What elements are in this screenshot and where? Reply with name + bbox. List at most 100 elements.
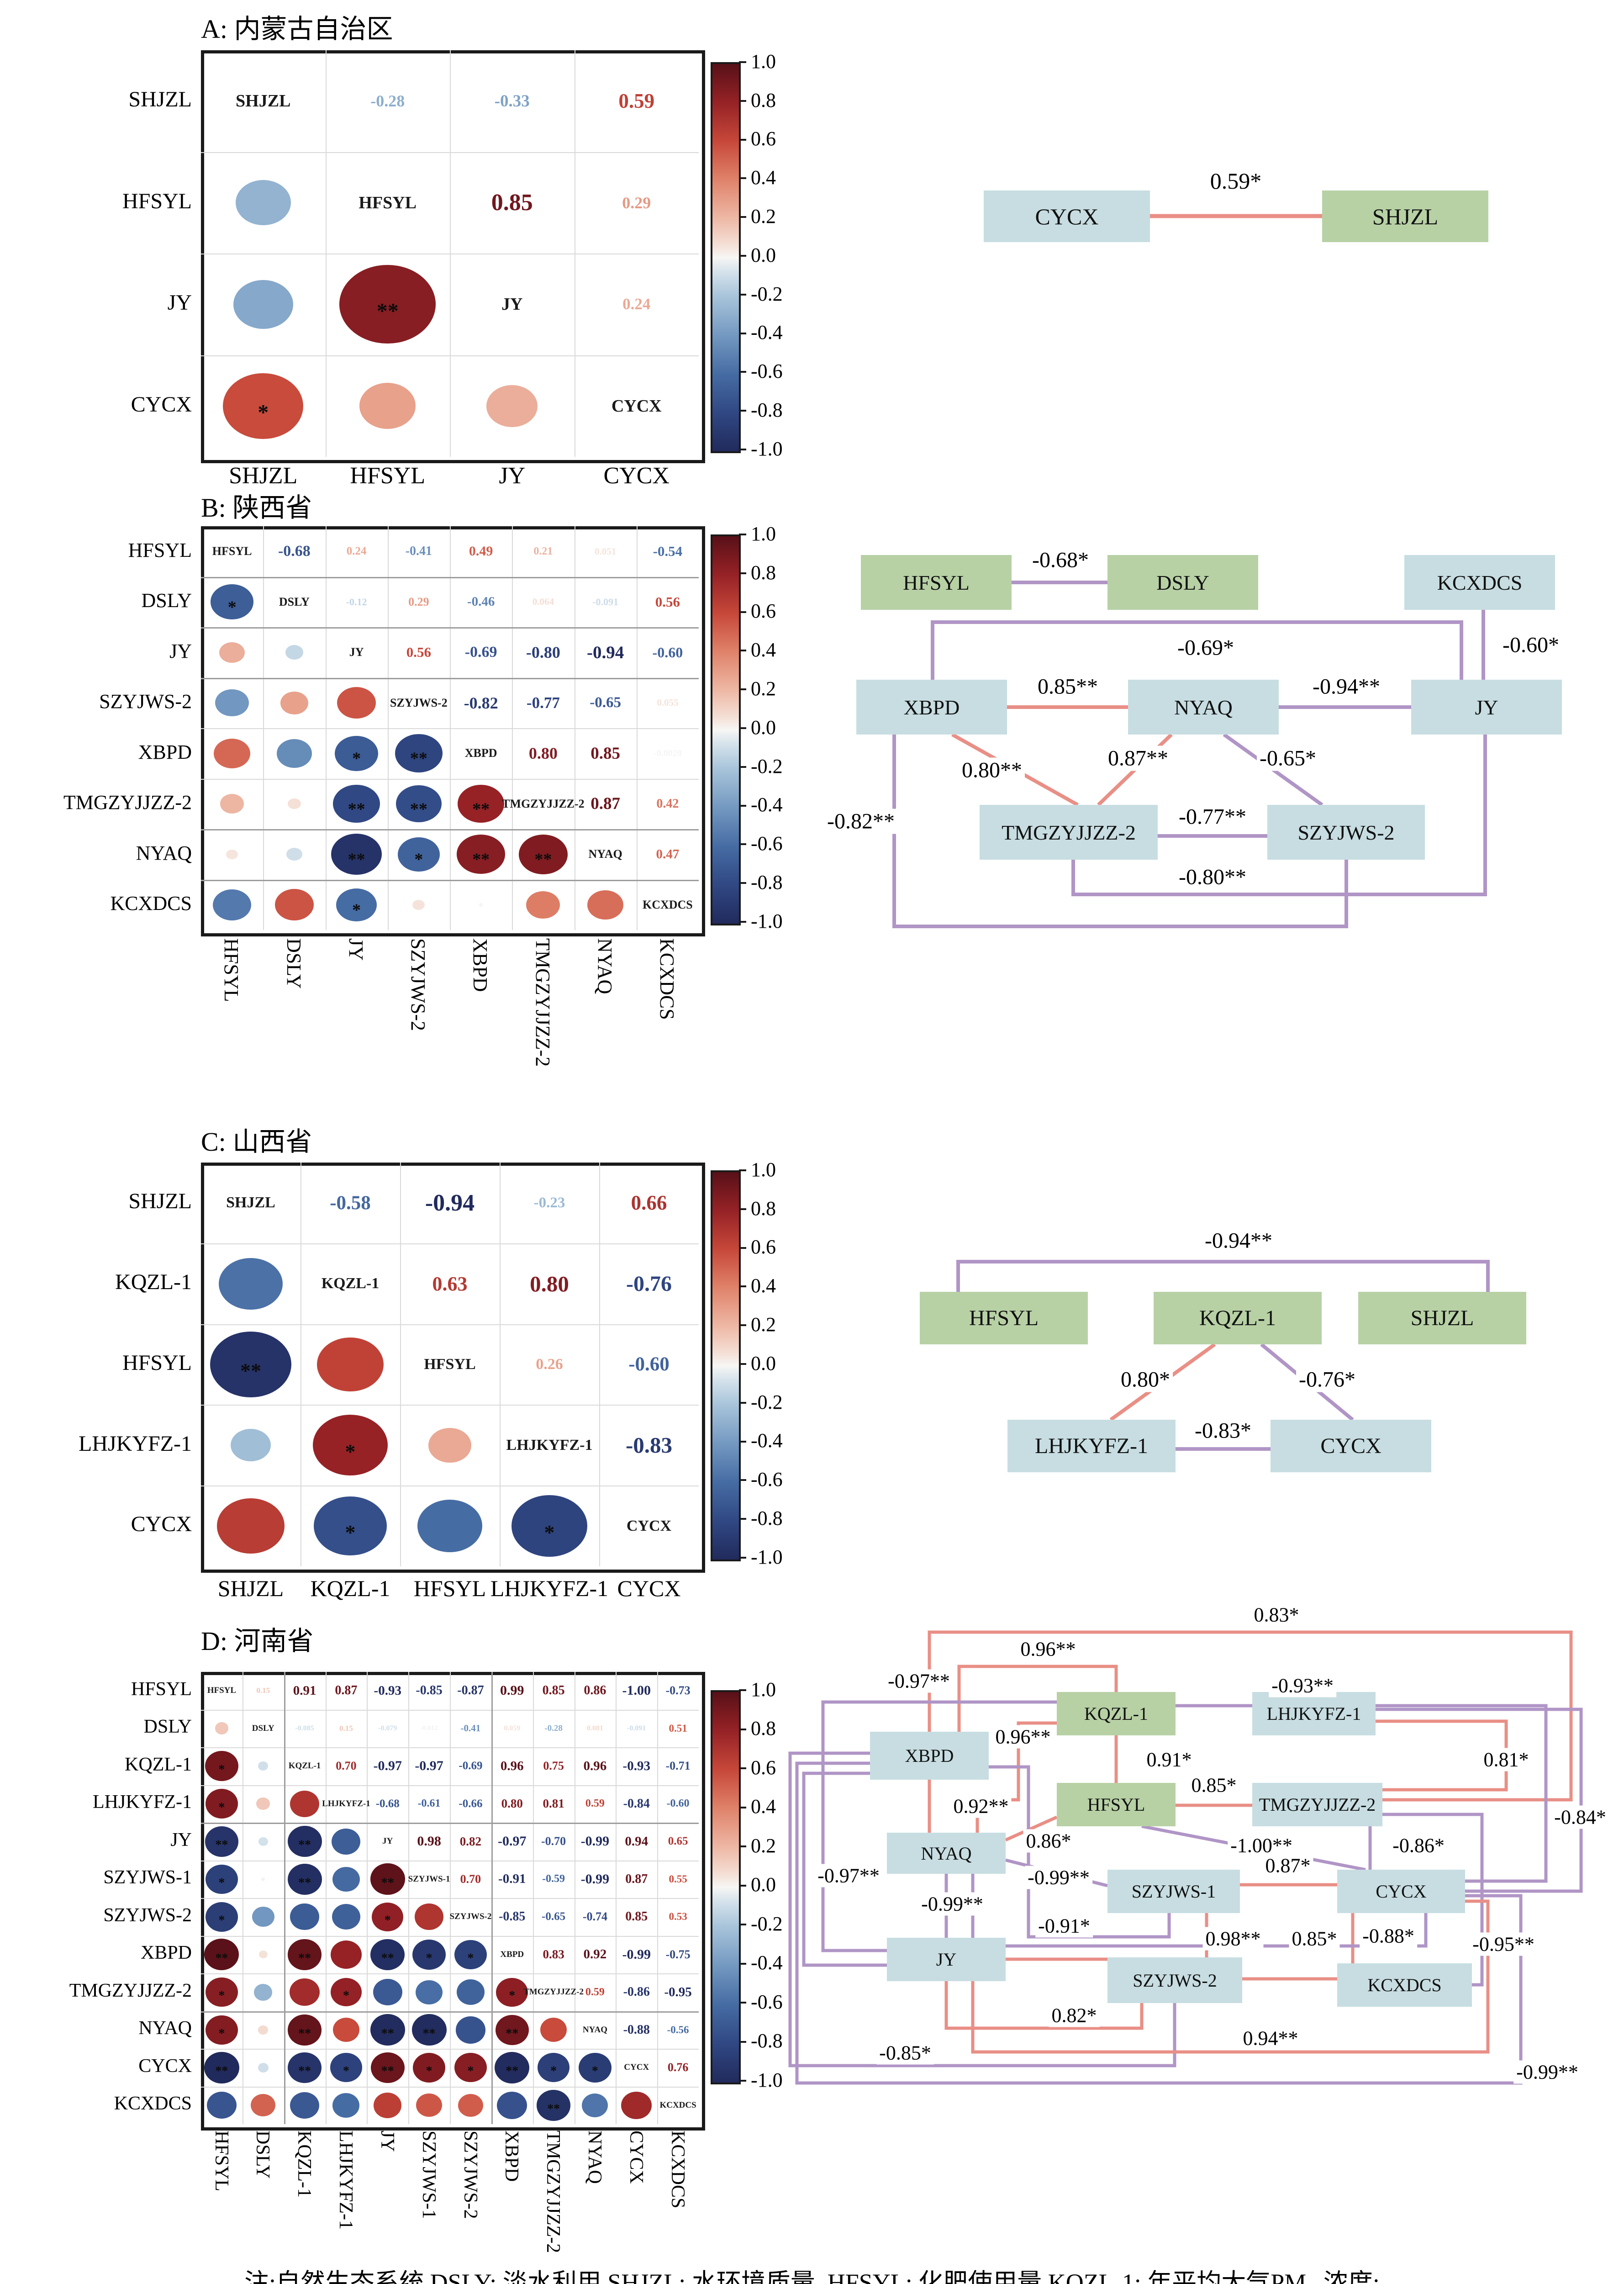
axis-label-row: SZYJWS-2 <box>103 1904 192 1926</box>
colorbar <box>711 1170 741 1561</box>
matrix-value-cell: -0.83 <box>625 1433 673 1458</box>
colorbar-tick-label: 0.8 <box>751 89 776 111</box>
matrix-circle <box>397 837 440 872</box>
significance-star-text: ** <box>298 1876 311 1890</box>
significance-star: ** <box>367 2049 408 2087</box>
axis-label-row: KQZL-1 <box>125 1754 192 1775</box>
edge-label: -0.60* <box>1500 632 1562 658</box>
significance-star-text: * <box>345 1440 356 1464</box>
matrix-value-cell: -0.66 <box>459 1797 483 1810</box>
colorbar-tick <box>739 1363 746 1365</box>
significance-star: ** <box>367 1936 408 1974</box>
axis-label-row: TMGZYJJZZ-2 <box>63 791 192 814</box>
matrix-diagonal-cell: SHJZL <box>236 91 291 111</box>
significance-star: * <box>450 1936 491 1974</box>
matrix-circle <box>511 1495 588 1557</box>
matrix-value-cell: -0.46 <box>467 594 495 609</box>
significance-star-text: * <box>258 400 269 425</box>
matrix-diagonal-cell: LHJKYFZ-1 <box>506 1436 593 1454</box>
axis-label-column: JY <box>376 2131 398 2152</box>
colorbar-tick <box>739 688 746 691</box>
matrix-value-cell: -0.54 <box>653 543 683 560</box>
matrix-value-cell: -0.68 <box>278 543 311 560</box>
significance-star-text: * <box>467 1951 474 1966</box>
colorbar-tick <box>739 371 746 373</box>
colorbar-tick <box>739 410 746 412</box>
matrix-value-cell: 0.66 <box>631 1191 667 1215</box>
matrix-circle <box>411 2014 447 2046</box>
axis-label-row: LHJKYFZ-1 <box>79 1431 192 1456</box>
matrix-circle <box>256 1798 270 1810</box>
matrix-circle <box>314 1496 387 1556</box>
significance-star: * <box>201 1785 243 1823</box>
colorbar-tick <box>739 843 746 846</box>
matrix-circle <box>290 1978 320 2006</box>
matrix-value-cell: 0.85 <box>491 190 533 216</box>
matrix-circle <box>258 2062 269 2073</box>
significance-star: ** <box>284 1861 326 1898</box>
colorbar-tick-label: -0.4 <box>751 793 783 816</box>
network-node-szyjws-2: SZYJWS-2 <box>1267 805 1425 860</box>
axis-label-row: NYAQ <box>136 841 192 864</box>
network-node-nyaq: NYAQ <box>887 1833 1006 1874</box>
matrix-circle <box>254 1983 273 2001</box>
matrix-value-cell: 0.82 <box>459 1834 482 1848</box>
colorbar-tick-label: -0.2 <box>751 282 783 305</box>
matrix-circle <box>280 691 309 714</box>
matrix-diagonal-cell: TMGZYJJZZ-2 <box>502 797 585 810</box>
edge-label: -0.76* <box>1296 1367 1358 1392</box>
matrix-value-cell: -0.58 <box>330 1192 371 1214</box>
colorbar-tick <box>739 1806 746 1808</box>
axis-label-column: DSLY <box>252 2131 274 2179</box>
matrix-value-cell: -0.65 <box>590 694 621 711</box>
colorbar-tick <box>739 611 746 613</box>
colorbar-tick-label: -0.6 <box>751 1468 783 1491</box>
network-node-tmgzyjjzz-2: TMGZYJJZZ-2 <box>1252 1783 1382 1826</box>
colorbar-tick <box>739 61 746 63</box>
matrix-value-cell: 0.75 <box>543 1759 564 1773</box>
colorbar-tick <box>739 255 746 257</box>
colorbar-tick <box>739 1440 746 1443</box>
network-node-lhjkyfz-1: LHJKYFZ-1 <box>1007 1420 1176 1472</box>
edge-label: 0.85* <box>1289 1927 1340 1951</box>
axis-label-column: SZYJWS-1 <box>418 2131 439 2219</box>
matrix-value-cell: 0.59 <box>618 90 655 113</box>
network-edge <box>971 1899 1490 2054</box>
colorbar-tick <box>739 1728 746 1730</box>
matrix-value-cell: 0.15 <box>339 1724 353 1733</box>
matrix-value-cell: -0.60 <box>666 1798 690 1810</box>
colorbar-tick <box>739 1845 746 1847</box>
matrix-value-cell: -0.74 <box>582 1910 607 1924</box>
edge-label: 0.98** <box>1202 1927 1264 1951</box>
matrix-circle <box>373 1979 402 2006</box>
significance-star: ** <box>450 829 512 880</box>
significance-star-text: ** <box>410 749 427 768</box>
significance-star-text: ** <box>381 2064 394 2078</box>
axis-label-column: HFSYL <box>350 463 426 489</box>
matrix-circle <box>370 2052 405 2083</box>
colorbar-tick-label: -1.0 <box>751 437 783 460</box>
axis-label-column: TMGZYJJZZ-2 <box>531 938 554 1067</box>
significance-star-text: ** <box>381 1951 394 1966</box>
matrix-circle <box>206 1864 238 1894</box>
significance-star: * <box>201 1898 243 1936</box>
matrix-circle <box>526 891 560 919</box>
matrix-value-cell: 0.94 <box>625 1834 649 1849</box>
matrix-diagonal-cell: JY <box>349 645 364 659</box>
colorbar-tick-label: 0.8 <box>751 1717 776 1740</box>
significance-star: * <box>201 1861 243 1898</box>
significance-star: * <box>201 2011 243 2049</box>
matrix-value-cell: 0.064 <box>532 596 554 608</box>
matrix-circle <box>332 1828 361 1855</box>
network-edge <box>931 620 1463 680</box>
matrix-value-cell: -0.73 <box>665 1684 691 1697</box>
matrix-gridline <box>201 2049 699 2050</box>
colorbar-tick-label: 0.8 <box>751 561 776 584</box>
colorbar-tick <box>739 2080 746 2082</box>
matrix-diagonal-cell: LHJKYFZ-1 <box>322 1798 370 1808</box>
axis-label-column: SZYJWS-2 <box>407 938 430 1031</box>
matrix-diagonal-cell: CYCX <box>611 396 662 416</box>
matrix-circle <box>261 1877 265 1881</box>
colorbar-tick-label: 0.2 <box>751 1834 776 1857</box>
colorbar-tick <box>739 804 746 807</box>
